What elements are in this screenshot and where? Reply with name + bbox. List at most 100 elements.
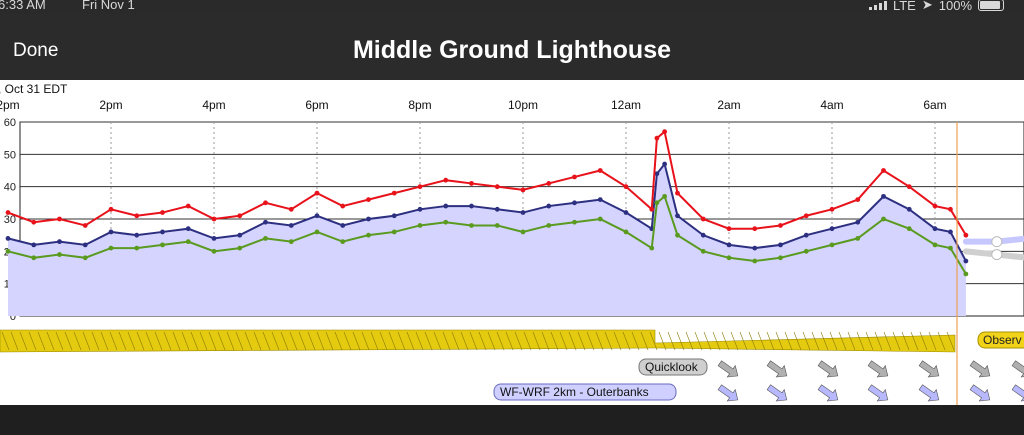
- direction-barb: [127, 331, 136, 351]
- date-strip: [0, 80, 1024, 92]
- average-point: [5, 236, 11, 241]
- direction-barb: [100, 331, 109, 351]
- quicklook-arrow-icon: [766, 360, 788, 378]
- direction-barb: [883, 331, 892, 351]
- direction-barb: [676, 331, 685, 351]
- direction-barb: [325, 331, 334, 351]
- direction-barb: [415, 331, 424, 351]
- lull-point: [963, 271, 969, 277]
- gust-point: [778, 223, 783, 228]
- direction-barb: [217, 331, 226, 351]
- x-tick-label: 8pm: [408, 98, 431, 112]
- lull-point: [520, 229, 526, 235]
- gust-point: [623, 184, 629, 190]
- direction-barb: [352, 331, 361, 351]
- lull-point: [5, 248, 11, 254]
- gust-point: [726, 226, 732, 232]
- average-point: [185, 226, 191, 232]
- direction-barb: [145, 331, 154, 351]
- wind-direction-strip: [0, 329, 956, 353]
- direction-barb: [946, 331, 955, 351]
- direction-barb: [532, 331, 541, 351]
- direction-barb: [703, 331, 712, 351]
- x-tick-label: 4pm: [202, 98, 225, 112]
- lull-point: [31, 255, 37, 261]
- direction-barb: [343, 331, 352, 351]
- done-button[interactable]: Done: [13, 40, 59, 61]
- average-point: [263, 219, 268, 225]
- direction-barb: [19, 331, 28, 351]
- quicklook-arrow-icon: [717, 360, 739, 378]
- x-tick-label: 12am: [611, 98, 641, 112]
- wrf-arrow-icon: [969, 384, 991, 402]
- wrf-tag: WF-WRF 2km - Outerbanks: [500, 385, 649, 399]
- average-point: [211, 236, 217, 241]
- lull-point: [340, 239, 346, 245]
- wind-chart[interactable]: 01020304050602pm2pm4pm6pm8pm10pm12am2am4…: [0, 80, 1024, 405]
- direction-barb: [937, 331, 946, 351]
- lull-point: [932, 242, 938, 248]
- lull-point: [572, 219, 577, 225]
- wrf-arrow-icon: [766, 384, 788, 402]
- direction-barb: [667, 331, 676, 351]
- direction-barb: [910, 331, 919, 351]
- average-point: [134, 232, 140, 238]
- average-point: [469, 203, 474, 209]
- direction-barb: [136, 331, 145, 351]
- lull-point: [906, 226, 912, 232]
- forecast-point: [991, 249, 1003, 261]
- direction-barb: [370, 331, 379, 351]
- gust-point: [597, 168, 603, 173]
- gust-point: [288, 206, 294, 212]
- average-point: [623, 210, 629, 215]
- observed-tag: Observ: [983, 333, 1022, 347]
- direction-barb: [10, 331, 19, 351]
- direction-barb: [649, 331, 658, 351]
- direction-barb: [811, 331, 820, 351]
- direction-barb: [775, 331, 784, 351]
- lull-point: [654, 200, 660, 206]
- average-point: [654, 171, 660, 177]
- average-point: [932, 226, 938, 232]
- direction-barb: [541, 331, 550, 351]
- lull-point: [675, 232, 680, 238]
- wrf-arrow-icon: [817, 384, 839, 402]
- average-point: [57, 239, 62, 245]
- x-tick-label: 6pm: [305, 98, 328, 112]
- lull-point: [314, 229, 320, 235]
- average-point: [237, 232, 243, 238]
- direction-barb: [739, 331, 748, 351]
- direction-barb: [631, 331, 640, 351]
- gust-point: [211, 216, 217, 222]
- y-tick-label: 50: [4, 149, 16, 161]
- battery-icon: [978, 0, 1004, 11]
- direction-barb: [802, 331, 811, 351]
- direction-barb: [181, 331, 190, 351]
- direction-barb: [757, 331, 766, 351]
- average-point: [417, 206, 423, 212]
- gust-point: [572, 174, 577, 180]
- lull-point: [108, 245, 114, 251]
- direction-barb: [271, 331, 280, 351]
- direction-barb: [901, 331, 910, 351]
- average-point: [963, 258, 969, 264]
- direction-barb: [613, 331, 622, 351]
- lull-point: [778, 255, 783, 261]
- direction-barb: [46, 331, 55, 351]
- wind-chart-panel[interactable]: 01020304050602pm2pm4pm6pm8pm10pm12am2am4…: [0, 80, 1024, 405]
- gust-point: [752, 226, 758, 232]
- y-tick-label: 0: [10, 311, 16, 323]
- direction-barb: [523, 331, 532, 351]
- direction-barb: [424, 331, 433, 351]
- status-date: Fri Nov 1: [82, 0, 135, 12]
- average-point: [700, 232, 706, 238]
- gust-point: [108, 206, 114, 212]
- average-point: [855, 219, 861, 225]
- direction-barb: [451, 331, 460, 351]
- lull-point: [417, 223, 423, 228]
- direction-barb: [820, 331, 829, 351]
- direction-barb: [838, 331, 847, 351]
- average-point: [108, 229, 114, 235]
- average-point: [778, 242, 783, 248]
- gust-point: [5, 210, 11, 215]
